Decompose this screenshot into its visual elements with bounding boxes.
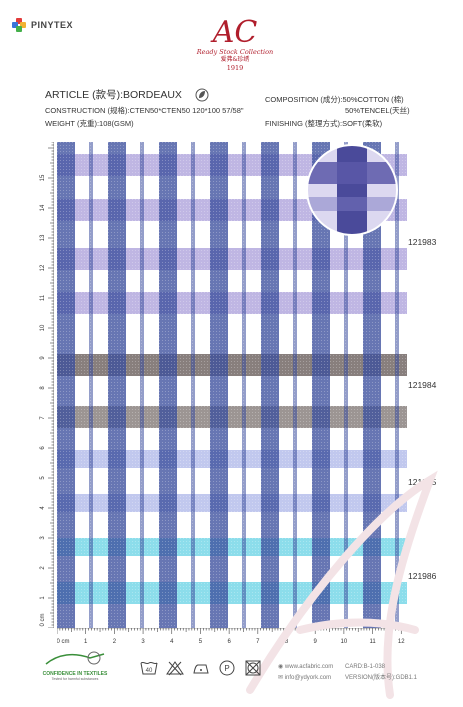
card-number: CARD:B-1-038 — [345, 664, 386, 670]
ruler-label-bottom: 7 — [256, 639, 260, 645]
ruler-label-bottom: 8 — [285, 639, 289, 645]
ruler-label-bottom: 5 — [199, 639, 203, 645]
composition-label-2: 50%TENCEL(天丝) — [345, 106, 410, 115]
care-symbols: 40 P — [140, 660, 262, 676]
iron-low-icon — [193, 664, 209, 674]
code-121986: 121986 — [408, 571, 437, 581]
wash-40-icon: 40 — [140, 661, 158, 675]
ac-logo: AC Ready Stock Collection 爱弗&珍绣 1919 — [185, 15, 285, 73]
logo-tagline: Ready Stock Collection — [196, 48, 274, 56]
cert-title: CONFIDENCE IN TEXTILES — [42, 671, 108, 677]
contact-block: ◉ www.acfabric.com ✉ info@ydyork.com — [278, 662, 333, 684]
ruler-label-bottom: 6 — [227, 639, 231, 645]
brand-name: PINYTEX — [31, 20, 74, 30]
fabric-swatch — [57, 142, 407, 628]
ruler-label-bottom: 9 — [314, 639, 318, 645]
ruler-label-left: 10 — [40, 324, 46, 331]
card-block: CARD:B-1-038 VERSION(版本号):GDB1.1 — [345, 662, 417, 684]
code-121984: 121984 — [408, 380, 437, 390]
construction-label: CONSTRUCTION (规格):CTEN50*CTEN50 120*100 … — [45, 106, 244, 115]
ruler-label-left: 9 — [40, 356, 46, 360]
ruler-label-left: 5 — [40, 476, 46, 480]
ruler-label-left: 14 — [40, 204, 46, 211]
ruler-label-left: 1 — [40, 596, 46, 600]
website: www.acfabric.com — [284, 664, 334, 670]
ruler-label-left: 8 — [40, 386, 46, 390]
finishing-label: FINISHING (整理方式):SOFT(柔软) — [265, 119, 383, 128]
ruler-label-bottom: 10 — [341, 639, 348, 645]
ruler-label-left: 0 cm — [40, 613, 46, 626]
article-label: ARTICLE (款号):BORDEAUX — [45, 89, 182, 101]
composition-label: COMPOSITION (成分):50%COTTON (棉) — [265, 95, 404, 104]
ruler-label-left: 12 — [40, 264, 46, 271]
logo-chinese: 爱弗&珍绣 — [220, 56, 250, 63]
svg-text:P: P — [224, 664, 229, 673]
oeko-tex-badge: CONFIDENCE IN TEXTILES Tested for harmfu… — [35, 650, 115, 682]
globe-icon: ◉ — [278, 664, 284, 670]
ruler-label-left: 13 — [40, 234, 46, 241]
mail-icon: ✉ — [278, 675, 284, 681]
logo-main: AC — [212, 15, 258, 50]
dry-clean-p-icon: P — [219, 660, 235, 676]
pinytex-logo-icon — [12, 18, 26, 32]
no-bleach-icon — [166, 661, 184, 676]
ruler-label-left: 2 — [40, 566, 46, 570]
ruler-label-left: 11 — [40, 294, 46, 301]
brand-logo: PINYTEX — [12, 18, 73, 32]
ruler-label-bottom: 3 — [141, 639, 145, 645]
cert-sub: Tested for harmful substances — [51, 677, 99, 681]
code-121983: 121983 — [408, 237, 437, 247]
magnified-weave — [307, 145, 397, 235]
ruler-label-bottom: 2 — [113, 639, 117, 645]
ruler-label-left: 7 — [40, 416, 46, 420]
version: VERSION(版本号):GDB1.1 — [345, 675, 418, 681]
weight-label: WEIGHT (克重):108(GSM) — [45, 119, 134, 128]
svg-text:40: 40 — [146, 668, 153, 674]
bottom-ruler: 0 cm 1 2 3 4 5 6 7 8 9 10 11 12 — [57, 628, 407, 645]
magnifier-circle — [306, 144, 398, 236]
no-tumble-dry-icon — [245, 660, 261, 676]
ruler-label-bottom: 11 — [369, 639, 376, 645]
ruler-label-left: 3 — [40, 536, 46, 540]
email-row: ✉ info@ydyork.com — [278, 673, 333, 684]
ruler-label-left: 4 — [40, 506, 46, 510]
ruler-label-bottom: 1 — [84, 639, 88, 645]
oeko-tex-icon — [45, 651, 105, 665]
ruler-label-bottom: 12 — [398, 639, 405, 645]
website-row: ◉ www.acfabric.com — [278, 662, 333, 673]
ruler-label-left: 15 — [40, 174, 46, 181]
eco-leaf-icon — [195, 88, 209, 102]
watermark-a-logo — [246, 470, 438, 699]
ruler-label-left: 6 — [40, 446, 46, 450]
ruler-label-bottom: 0 cm — [57, 639, 70, 645]
logo-year: 1919 — [226, 64, 244, 72]
ruler-label-bottom: 4 — [170, 639, 174, 645]
email: info@ydyork.com — [284, 675, 332, 681]
